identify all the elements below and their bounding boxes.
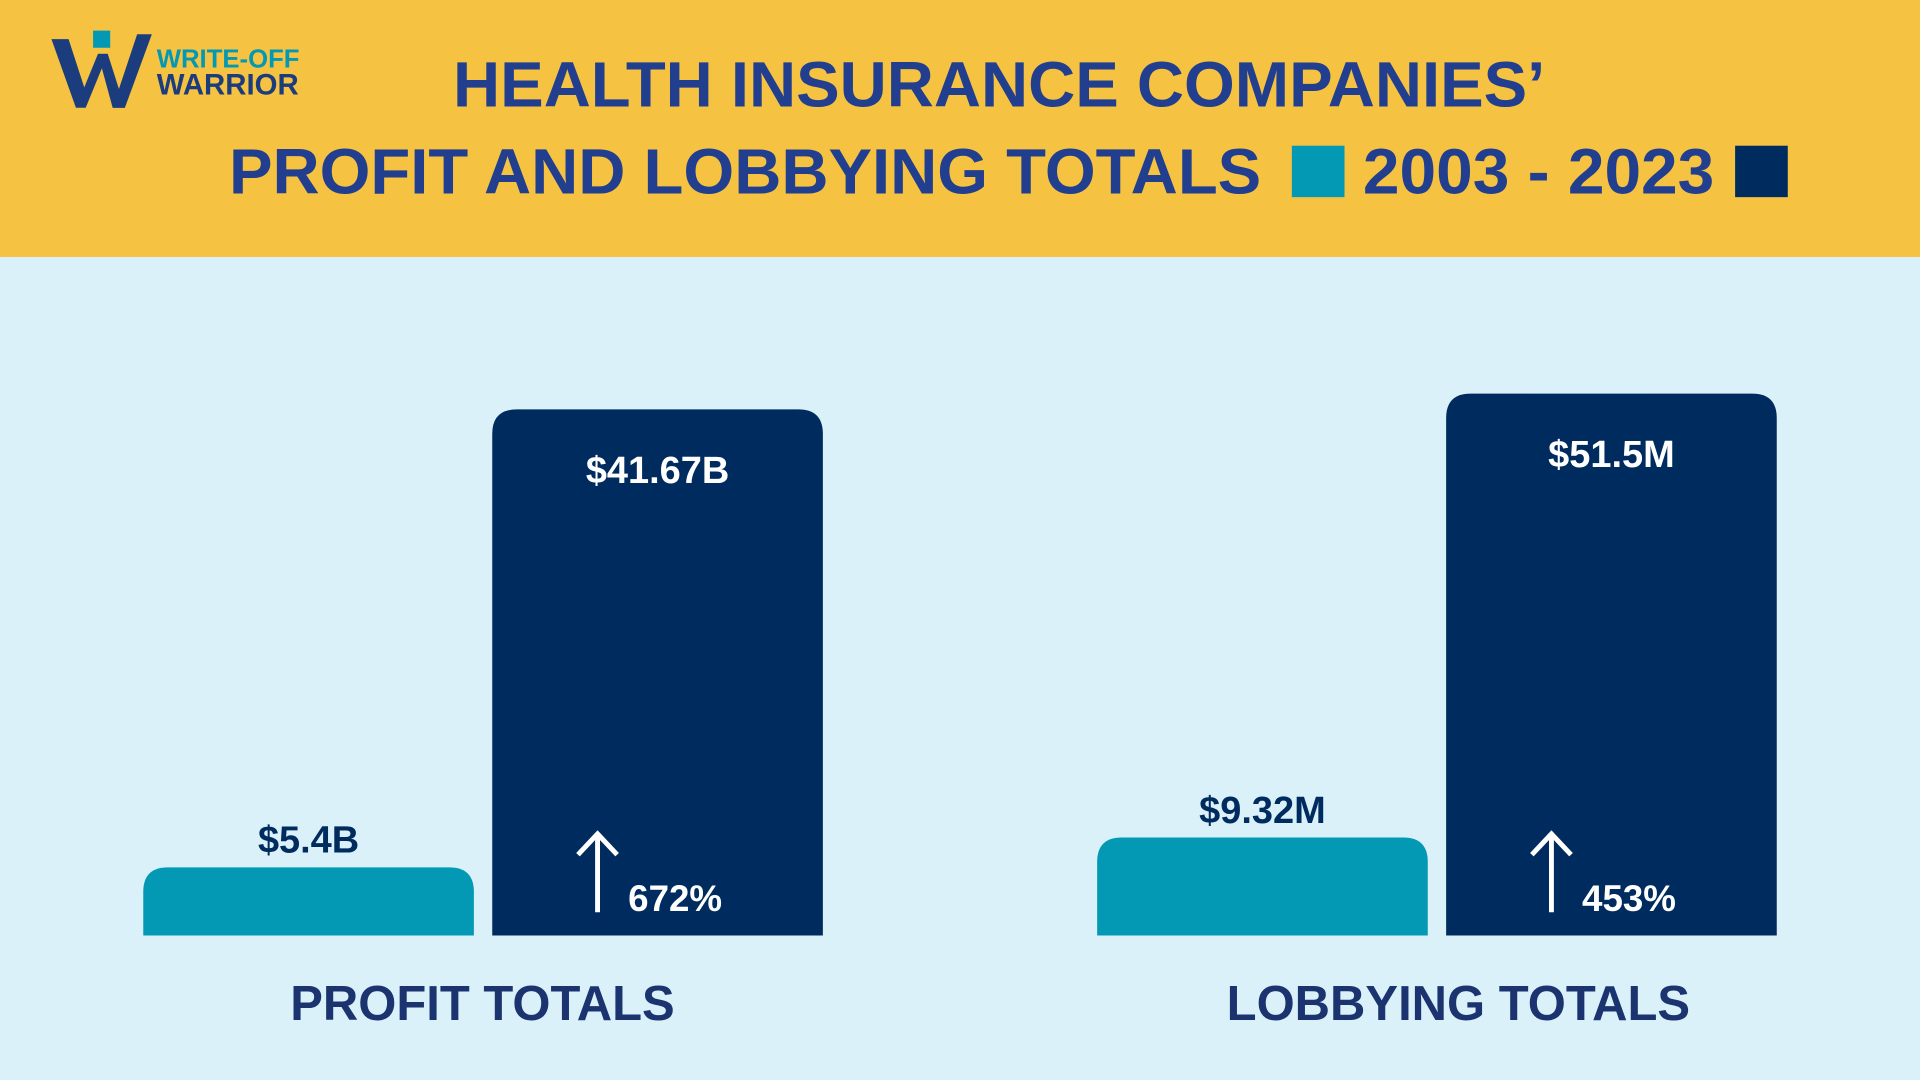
arrow-head — [1530, 830, 1573, 857]
change-label: 453% — [1582, 878, 1676, 919]
legend-swatch — [1291, 145, 1345, 198]
logo-mark — [51, 39, 86, 108]
title: PROFIT AND LOBBYING TOTALS — [229, 136, 1261, 207]
title: HEALTH INSURANCE COMPANIES’ — [453, 50, 1545, 121]
logo-mark — [75, 53, 108, 108]
value-label: $51.5M — [1548, 434, 1675, 476]
logo-text: WARRIOR — [157, 68, 299, 101]
change-label: 672% — [628, 878, 722, 919]
bar — [143, 867, 474, 936]
value-label: $5.4B — [258, 820, 359, 862]
x-axis-label: PROFIT TOTALS — [290, 977, 674, 1031]
bar — [492, 409, 823, 936]
bar — [1097, 837, 1428, 936]
arrow-head — [576, 830, 619, 857]
logo-text: WRITE-OFF — [157, 45, 300, 73]
logo: WRITE-OFF WARRIOR — [51, 30, 300, 108]
logo-mark — [93, 30, 111, 48]
x-axis-label: LOBBYING TOTALS — [1227, 977, 1690, 1031]
legend-label: 2003 - 2023 — [1363, 136, 1714, 207]
logo-mark — [112, 34, 152, 108]
value-label: $41.67B — [586, 450, 729, 492]
value-label: $9.32M — [1199, 790, 1326, 832]
legend-swatch — [1735, 145, 1788, 198]
bar — [1446, 393, 1777, 936]
header-band — [0, 0, 1920, 258]
